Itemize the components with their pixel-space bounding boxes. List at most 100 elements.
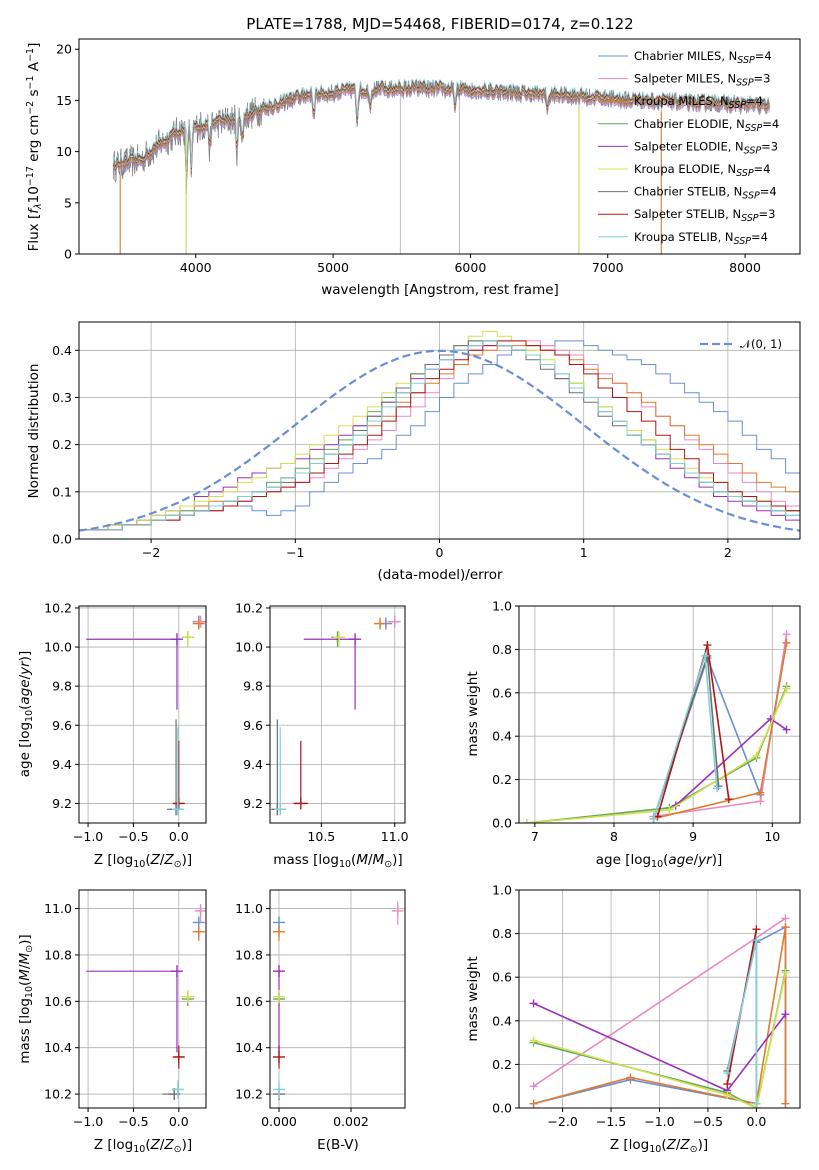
spectrum-ylabel: Flux [fλ10−17 erg cm−2 s−1 A−1]: [25, 43, 44, 252]
spectrum-ytick-label: 5: [64, 195, 72, 210]
age_vs_Z-ytick-label: 10.2: [44, 600, 72, 615]
mass_vs_Z-ytick-label: 10.4: [44, 1040, 72, 1055]
weight_vs_Z-ytick-label: 0.4: [492, 1013, 512, 1028]
weight_vs_age-ytick-label: 1.0: [492, 599, 512, 614]
spectrum-plot: [112, 78, 771, 254]
weight_vs_Z-ytick-label: 0.6: [492, 970, 512, 985]
weight_vs_Z-series-line: [533, 917, 786, 1087]
weight_vs_age-plot: [522, 630, 791, 823]
mass_vs_Z-ytick-label: 10.8: [44, 947, 72, 962]
residuals-hist-line: [79, 340, 800, 531]
mass_vs_ebv-ytick-label: 10.2: [235, 1087, 263, 1102]
gaussian-curve: [79, 349, 800, 532]
mass-vs-Z-ylabel: mass [log10(M/M⊙)]: [17, 934, 35, 1063]
spectrum-ytick-label: 15: [56, 93, 72, 108]
legend-entry: Salpeter STELIB, NSSP=3: [634, 207, 775, 224]
age_vs_Z-spines: [78, 605, 207, 824]
weight_vs_age-series-line: [652, 655, 718, 819]
mass_vs_ebv-xtick-label: 0.002: [333, 1114, 369, 1129]
mass_vs_ebv-ytick-label: 10.6: [235, 994, 263, 1009]
spectrum-model-line: [112, 85, 770, 178]
mass_vs_Z-frame: −1.0 −0.5 0.0 10.2 10.4 10.6 10.8 11.0: [44, 889, 207, 1129]
weight_vs_age-ytick-label: 0.4: [492, 729, 512, 744]
spectrum-ytick-label: 10: [56, 144, 72, 159]
weight_vs_Z-xtick-label: −1.0: [644, 1114, 674, 1129]
weight_vs_age-xtick-label: 8: [610, 829, 618, 844]
mass_vs_Z-axes: [79, 890, 206, 1108]
weight-vs-Z-xlabel: Z [log10(Z/Z⊙)]: [610, 1137, 708, 1155]
spectrum-model-line: [112, 83, 770, 175]
mass_vs_ebv-xtick-label: 0.000: [261, 1114, 297, 1129]
age_vs_mass-ytick-label: 10.0: [235, 640, 263, 655]
age_vs_mass-xtick-label: 10.5: [307, 829, 335, 844]
spectrum-xtick-label: 7000: [592, 260, 624, 275]
residuals-plot: [79, 330, 800, 532]
age_vs_Z-xtick-label: −1.0: [73, 829, 103, 844]
age_vs_Z-xtick-label: 0.0: [169, 829, 189, 844]
mass_vs_ebv-axes: [270, 890, 405, 1108]
spectrum-xtick-label: 5000: [317, 260, 349, 275]
residuals-ytick-label: 0.1: [52, 484, 72, 499]
age_vs_mass-plot: [271, 615, 401, 816]
spectrum-xtick-label: 4000: [180, 260, 212, 275]
age-vs-mass-xlabel: mass [log10(M/M⊙)]: [273, 852, 402, 870]
mass_vs_Z-xtick-label: 0.0: [169, 1114, 189, 1129]
mass_vs_ebv-ytick-label: 10.8: [235, 947, 263, 962]
weight_vs_age-frame: 7 8 9 10 0.0 0.2 0.4 0.6 0.8 1.0: [492, 599, 801, 844]
weight_vs_age-series-line: [675, 717, 787, 807]
age_vs_mass-ytick-label: 10.2: [235, 600, 263, 615]
mass_vs_ebv-plot: [273, 901, 404, 1101]
mass_vs_ebv-ytick-label: 10.4: [235, 1040, 263, 1055]
weight-vs-Z-ylabel: mass weight: [465, 956, 481, 1041]
age_vs_mass-ytick-label: 9.2: [243, 796, 263, 811]
residuals-ylabel: Normed distribution: [26, 364, 42, 499]
weight_vs_Z-xtick-label: −0.5: [693, 1114, 723, 1129]
weight_vs_Z-plot: [529, 914, 790, 1108]
age_vs_Z-frame: −1.0 −0.5 0.0 9.2 9.4 9.6 9.8 10.0 10.2: [44, 600, 207, 844]
residuals-frame: −2 −1 0 1 2 0.0 0.1 0.2 0.3 0.4: [52, 321, 801, 560]
age_vs_Z-ytick-label: 9.4: [52, 757, 72, 772]
weight-vs-age-ylabel: mass weight: [465, 671, 481, 756]
weight_vs_Z-series-line: [726, 939, 758, 1104]
weight_vs_age-ytick-label: 0.6: [492, 685, 512, 700]
legend-entry: Kroupa MILES, NSSP=4: [634, 94, 763, 111]
weight_vs_Z-ytick-label: 0.2: [492, 1057, 512, 1072]
mass_vs_Z-xtick-label: −0.5: [118, 1114, 148, 1129]
spectrum-model-line: [112, 81, 770, 174]
spectrum-model-line: [112, 79, 770, 171]
residuals-xlabel: (data-model)/error: [377, 567, 503, 583]
weight_vs_age-axes: [519, 605, 800, 824]
residuals-ytick-label: 0.3: [52, 390, 72, 405]
weight_vs_Z-xtick-label: −1.5: [596, 1114, 626, 1129]
spectrum-model-line: [112, 80, 770, 173]
weight_vs_age-series-line: [526, 688, 788, 823]
mass-vs-Z-xlabel: Z [log10(Z/Z⊙)]: [94, 1137, 192, 1155]
spectrum-spines: [78, 38, 801, 255]
weight-vs-age-xlabel: age [log10(age/yr)]: [596, 852, 722, 870]
spectrum-ytick-label: 0: [64, 247, 72, 262]
legend-entry: Chabrier MILES, NSSP=4: [634, 49, 772, 66]
mass-vs-ebv-xlabel: E(B-V): [317, 1137, 359, 1153]
weight_vs_Z-ytick-label: 0.0: [492, 1101, 512, 1116]
residuals-hist-line: [79, 340, 800, 531]
age_vs_mass-ytick-label: 9.8: [243, 679, 263, 694]
age_vs_mass-ytick-label: 9.6: [243, 718, 263, 733]
age_vs_mass-xtick-label: 11.0: [381, 829, 409, 844]
legend-entry: Kroupa ELODIE, NSSP=4: [634, 162, 771, 179]
spectrum-model-line: [112, 78, 770, 170]
age_vs_mass-spines: [269, 605, 406, 824]
residuals-ytick-label: 0.0: [52, 532, 72, 547]
weight_vs_Z-ytick-label: 1.0: [492, 883, 512, 898]
mass_vs_ebv-frame: 0.000 0.002 10.2 10.4 10.6 10.8 11.0: [235, 889, 406, 1129]
spectrum-legend: Chabrier MILES, NSSP=4 Salpeter MILES, NS…: [598, 49, 779, 247]
legend-entry: Salpeter MILES, NSSP=3: [634, 72, 771, 89]
legend-entry: Kroupa STELIB, NSSP=4: [634, 230, 768, 247]
spectrum-model-line: [112, 88, 770, 180]
weight_vs_Z-series-line: [533, 972, 787, 1108]
weight_vs_age-xtick-label: 10: [764, 829, 780, 844]
spectrum-xtick-label: 6000: [454, 260, 486, 275]
weight_vs_Z-ytick-label: 0.8: [492, 926, 512, 941]
weight_vs_age-spines: [518, 605, 801, 824]
mass_vs_Z-ytick-label: 11.0: [44, 901, 72, 916]
